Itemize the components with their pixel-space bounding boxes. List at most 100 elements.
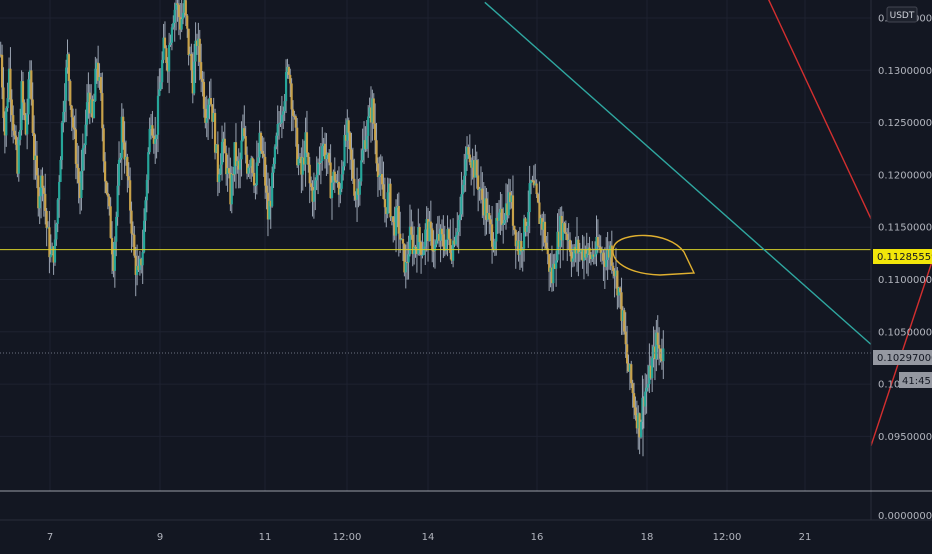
candle-body xyxy=(371,98,374,123)
candle-body xyxy=(46,227,50,229)
candle-body xyxy=(481,188,484,200)
candle-body xyxy=(506,203,509,216)
candle-body xyxy=(575,239,579,254)
candle-body xyxy=(58,181,61,200)
candle-body xyxy=(648,365,651,384)
candle-body xyxy=(26,114,29,135)
candle-body xyxy=(165,48,168,64)
candle-body xyxy=(144,200,147,221)
candle-body xyxy=(51,246,54,255)
candle-body xyxy=(129,180,132,211)
candle-body xyxy=(239,159,242,170)
candle-body xyxy=(472,160,476,178)
candle-body xyxy=(550,267,554,284)
candle-body xyxy=(73,127,76,130)
candle-body xyxy=(411,234,414,254)
candle-body xyxy=(424,229,427,247)
candle-body xyxy=(312,190,316,202)
candle-body xyxy=(599,247,602,254)
candle-body xyxy=(396,206,399,208)
trendline-red[interactable] xyxy=(870,135,932,447)
candle-body xyxy=(304,132,307,165)
candle-body xyxy=(606,249,609,260)
candle-body xyxy=(592,254,595,257)
candle-body xyxy=(624,331,627,345)
candle-body xyxy=(433,244,437,251)
candle-body xyxy=(55,223,58,240)
candle-body xyxy=(110,237,114,255)
candle-body xyxy=(410,226,413,235)
candle-body xyxy=(426,219,430,242)
trendline-red[interactable] xyxy=(767,0,872,220)
candle-body xyxy=(612,265,615,271)
candle-body xyxy=(200,62,203,79)
candle-body xyxy=(490,224,494,247)
candle-body xyxy=(538,202,541,224)
currency-badge-label: USDT xyxy=(890,11,915,21)
candle-body xyxy=(105,181,108,194)
candle-body xyxy=(655,332,658,360)
candle-body xyxy=(81,148,84,171)
candle-body xyxy=(329,162,332,199)
candle-body xyxy=(294,116,297,128)
candle-body xyxy=(7,68,11,99)
candle-body xyxy=(305,132,309,153)
horizontal-line-price-tag: 0.11285559 xyxy=(873,249,932,264)
candle-body xyxy=(244,136,247,155)
candle-body xyxy=(272,163,275,173)
candle-body xyxy=(220,141,224,165)
time-axis[interactable]: 7 9 11 12:00 14 16 18 12:00 21 xyxy=(47,532,812,543)
candle-body xyxy=(212,112,215,122)
candle-body xyxy=(134,255,137,275)
candle-body xyxy=(422,246,425,255)
candle-body xyxy=(496,217,499,221)
candle-body xyxy=(169,42,172,46)
candle-body xyxy=(520,241,523,252)
candle-body xyxy=(503,219,506,224)
candle-body xyxy=(115,216,118,242)
candle-body xyxy=(193,61,196,94)
candle-body xyxy=(552,263,555,284)
candle-body xyxy=(315,174,318,181)
candle-body xyxy=(525,225,528,232)
candle-body xyxy=(191,70,194,94)
candle-body xyxy=(484,198,487,216)
time-tick-label: 9 xyxy=(157,532,163,543)
candle-body xyxy=(414,246,417,249)
countdown-text: 41:45 xyxy=(902,376,931,387)
candle-body xyxy=(229,173,232,205)
trendline-teal[interactable] xyxy=(484,1,872,345)
candle-body xyxy=(91,99,94,118)
candle-body xyxy=(159,82,162,90)
candle-body xyxy=(468,154,471,163)
candle-body xyxy=(360,160,363,182)
candle-body xyxy=(286,66,289,73)
candle-body xyxy=(529,180,533,184)
candle-body xyxy=(418,227,421,243)
candle-body xyxy=(354,195,357,200)
candle-body xyxy=(591,254,594,259)
highlight-ellipse[interactable] xyxy=(612,234,696,276)
candle-body xyxy=(271,172,274,207)
candle-body xyxy=(158,89,161,96)
candle-body xyxy=(340,174,343,189)
candle-body xyxy=(571,258,574,262)
candle-body xyxy=(563,223,566,233)
candle-body xyxy=(123,142,126,160)
candle-body xyxy=(449,238,452,253)
candle-body xyxy=(442,234,445,247)
candle-body xyxy=(364,140,367,149)
candle-body xyxy=(13,130,16,136)
candle-body xyxy=(33,132,36,160)
candle-body xyxy=(65,67,68,101)
candle-body xyxy=(60,122,64,160)
candle-body xyxy=(265,185,268,193)
candle-body xyxy=(226,168,229,175)
currency-badge[interactable]: USDT xyxy=(886,6,918,23)
candle-body xyxy=(330,182,334,199)
candle-body xyxy=(301,157,304,175)
